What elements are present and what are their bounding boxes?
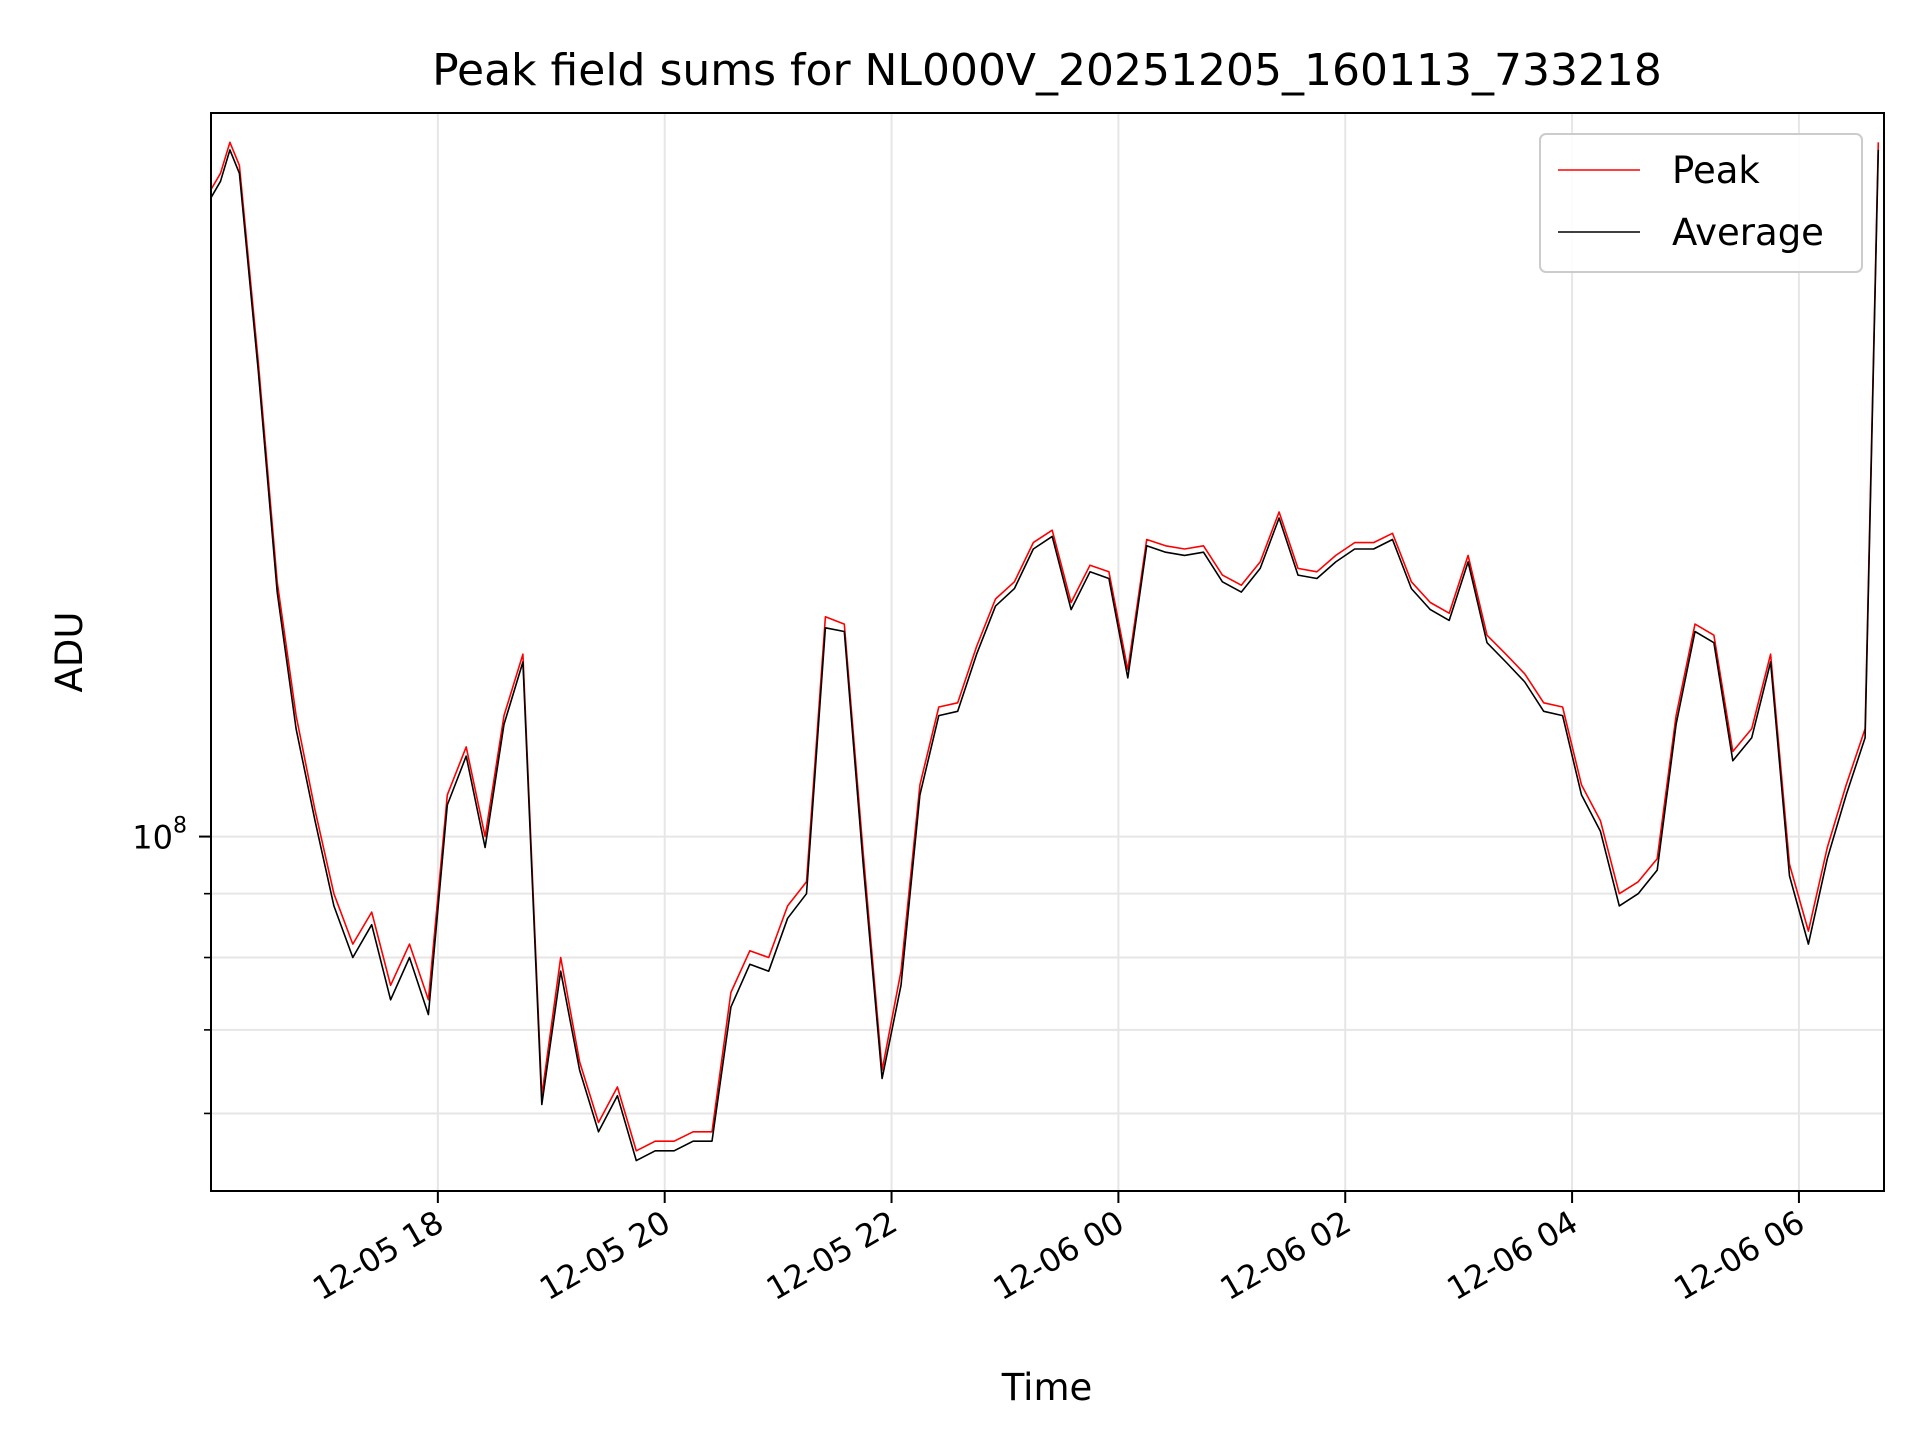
y-tick-label: 108 — [132, 814, 187, 857]
y-tick-exponent: 8 — [173, 814, 187, 839]
legend-label-average: Average — [1672, 211, 1824, 254]
y-axis-label: ADU — [48, 612, 91, 693]
y-axis: 108 — [132, 814, 211, 1115]
plot-frame — [210, 112, 1885, 1192]
series-line-average — [210, 149, 1880, 1162]
series-lines — [210, 141, 1880, 1162]
legend-label-peak: Peak — [1672, 149, 1760, 192]
x-axis-label: Time — [1001, 1366, 1093, 1409]
series-line-peak — [210, 141, 1880, 1152]
y-tick-base: 10 — [132, 819, 173, 857]
grid — [211, 113, 1884, 1191]
legend-box — [1539, 133, 1863, 273]
legend: Peak Average — [1539, 133, 1863, 273]
chart-title: Peak field sums for NL000V_20251205_1601… — [432, 45, 1662, 96]
